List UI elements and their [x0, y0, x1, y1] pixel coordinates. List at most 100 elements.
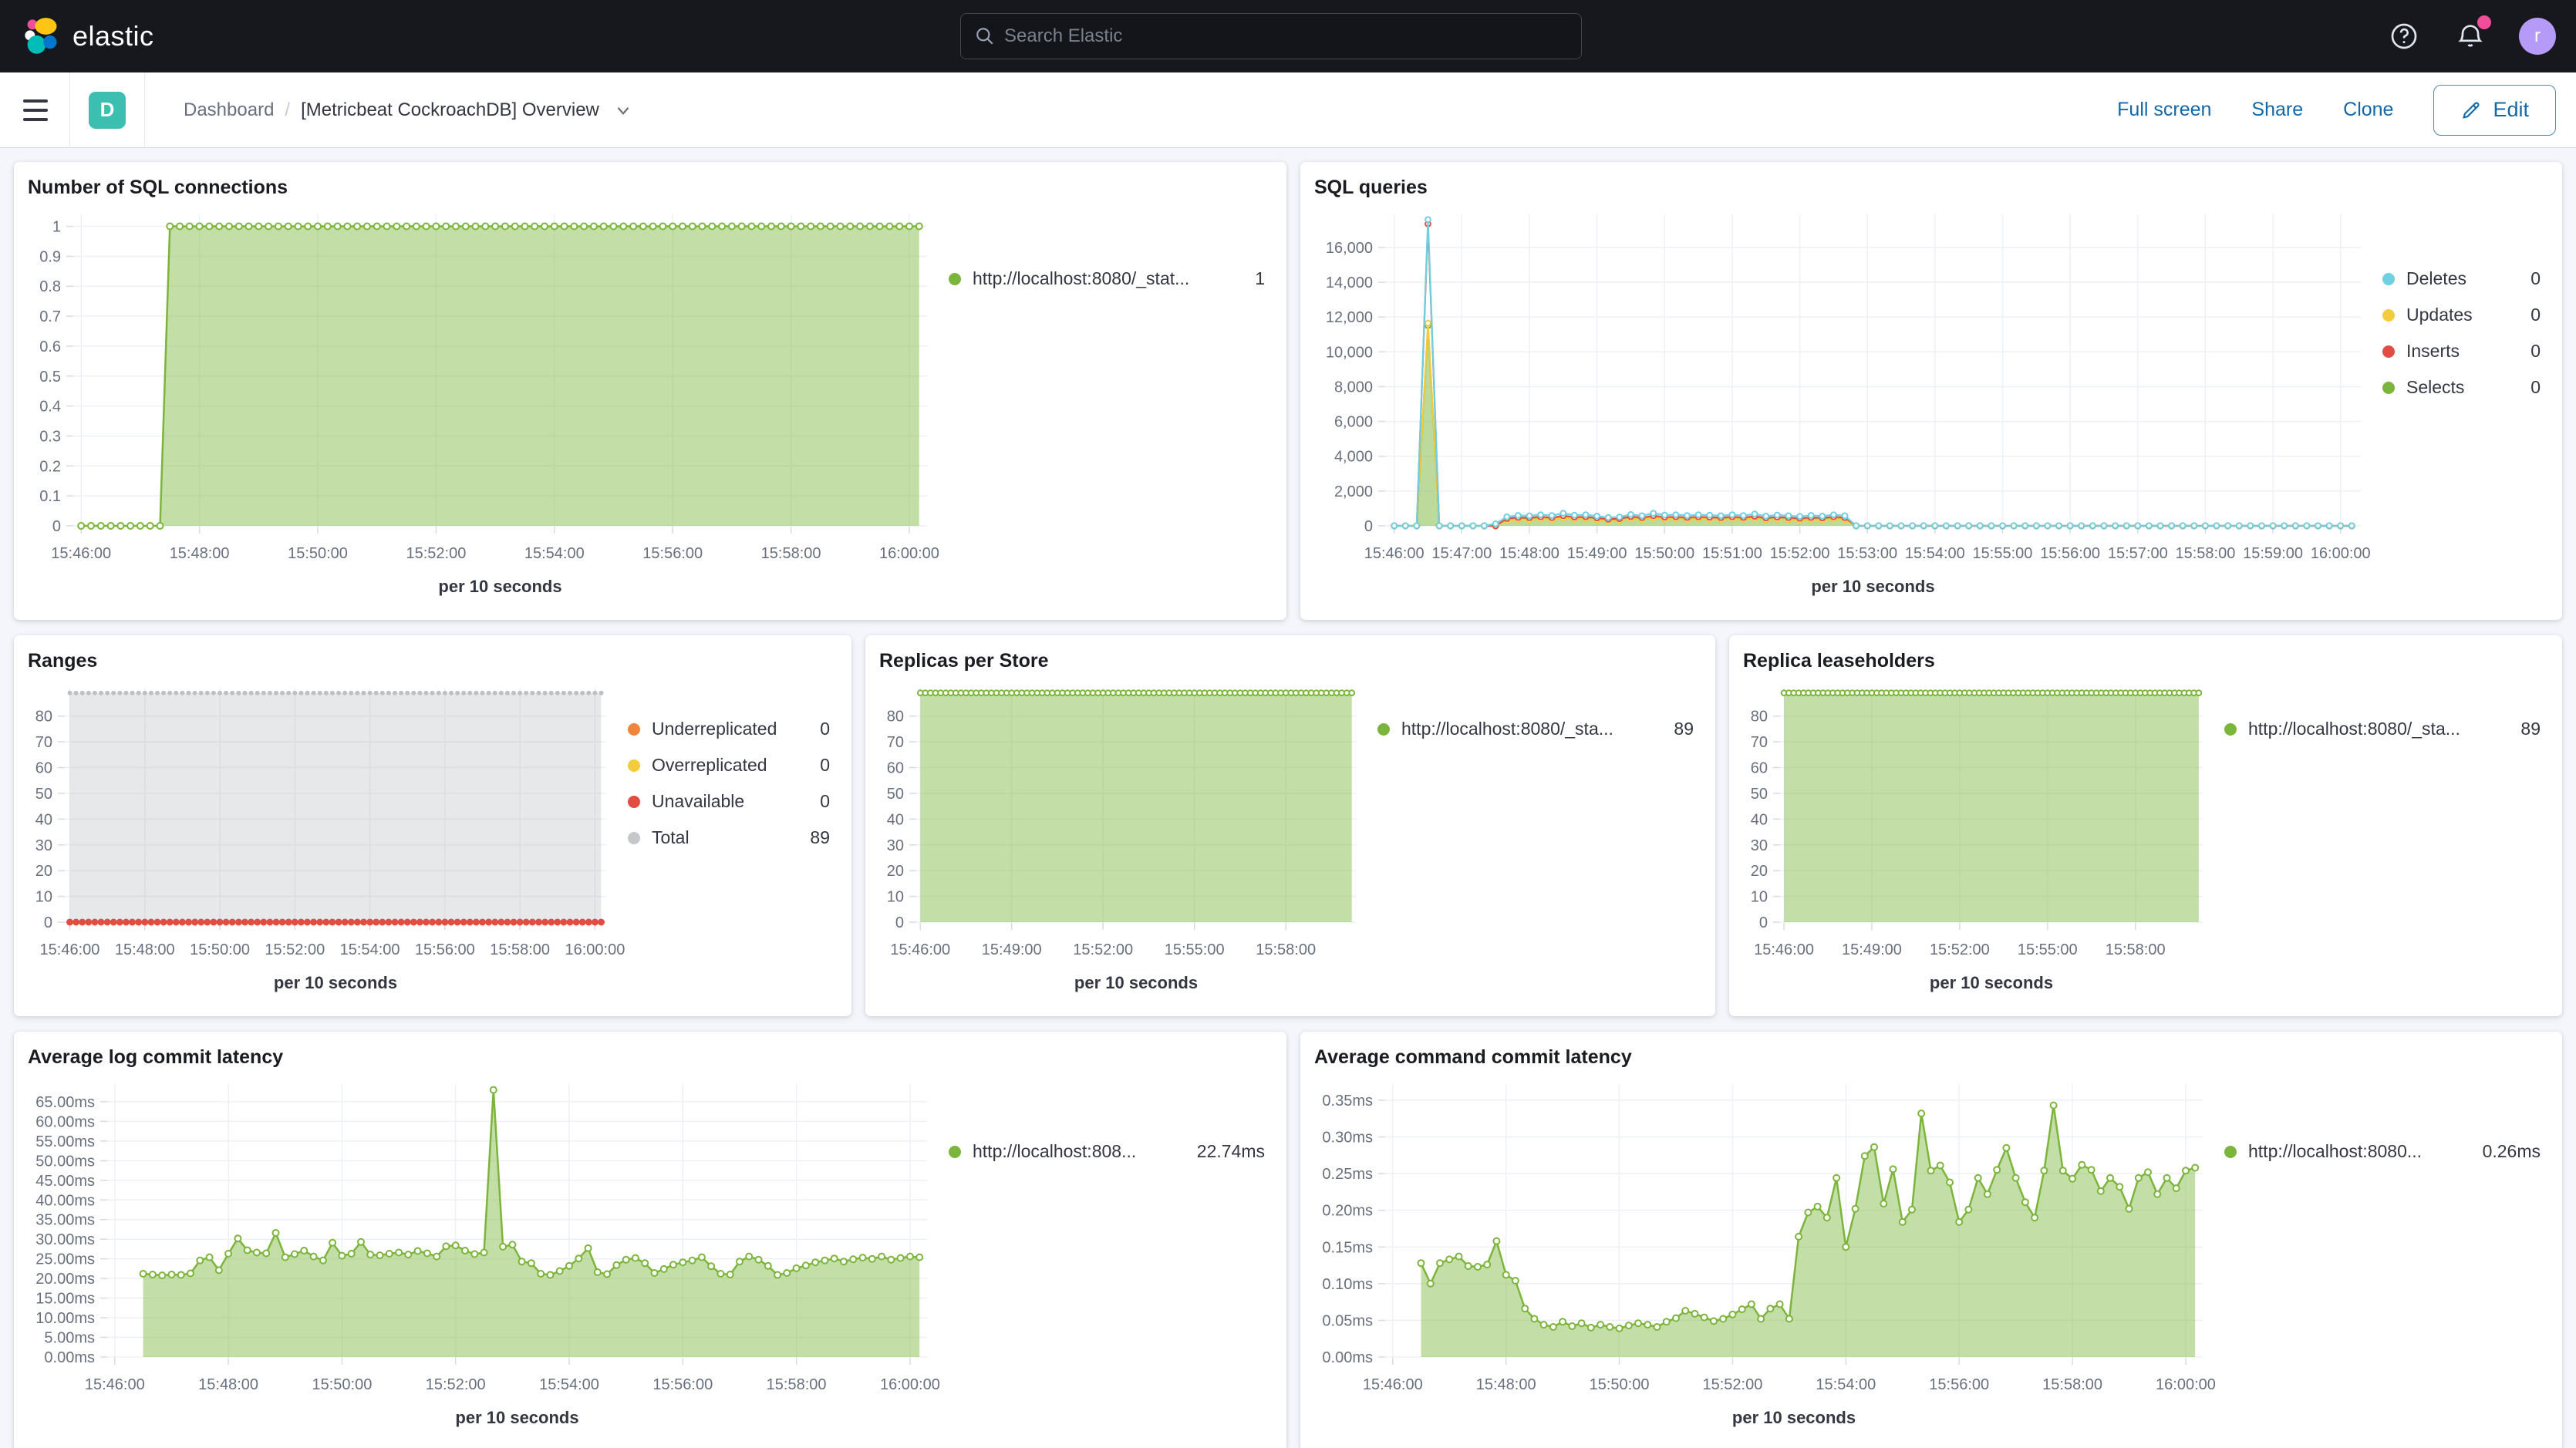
x-tick-label: 15:58:00 — [761, 545, 821, 562]
y-tick-label: 40.00ms — [35, 1192, 95, 1209]
y-tick-label: 0.9 — [39, 248, 61, 265]
x-axis-title: per 10 seconds — [1930, 973, 2053, 992]
legend-item[interactable]: http://localhost:8080/_stat...1 — [949, 268, 1265, 289]
y-tick-label: 8,000 — [1334, 379, 1373, 396]
x-tick-label: 15:56:00 — [2040, 545, 2100, 562]
x-tick-label: 15:55:00 — [2018, 941, 2078, 958]
y-tick-label: 10,000 — [1326, 344, 1373, 361]
legend-item[interactable]: Deletes0 — [2382, 268, 2541, 289]
full-screen-button[interactable]: Full screen — [2117, 99, 2211, 121]
x-tick-label: 15:48:00 — [170, 545, 230, 562]
x-tick-label: 15:50:00 — [1590, 1376, 1650, 1393]
x-tick-label: 15:47:00 — [1431, 545, 1492, 562]
chart-plot[interactable]: 02,0004,0006,0008,00010,00012,00014,0001… — [1314, 200, 2382, 604]
legend-item[interactable]: http://localhost:8080...0.26ms — [2224, 1141, 2541, 1162]
legend-value: 0 — [2530, 268, 2541, 289]
x-tick-label: 15:46:00 — [1754, 941, 1814, 958]
brand-wordmark: elastic — [72, 20, 154, 52]
y-tick-label: 5.00ms — [44, 1330, 95, 1347]
legend-swatch — [2382, 273, 2395, 285]
chart-plot[interactable]: 0.00ms0.05ms0.10ms0.15ms0.20ms0.25ms0.30… — [1314, 1070, 2224, 1436]
legend-item[interactable]: Underreplicated0 — [628, 719, 830, 739]
elastic-logo[interactable]: elastic — [22, 16, 154, 56]
legend-item[interactable]: Selects0 — [2382, 377, 2541, 398]
panel-replica-leaseholders: Replica leaseholders 0102030405060708015… — [1729, 635, 2562, 1016]
space-badge[interactable]: D — [89, 92, 126, 129]
clone-button[interactable]: Clone — [2343, 99, 2393, 121]
x-tick-label: 15:54:00 — [1905, 545, 1965, 562]
x-tick-label: 15:54:00 — [539, 1376, 599, 1393]
y-tick-label: 0.00ms — [44, 1349, 95, 1366]
x-tick-label: 15:55:00 — [1973, 545, 2033, 562]
y-tick-label: 14,000 — [1326, 274, 1373, 291]
x-tick-label: 16:00:00 — [880, 1376, 940, 1393]
chart-plot[interactable]: 0102030405060708015:46:0015:48:0015:50:0… — [28, 674, 628, 1001]
dashboard-nav: D Dashboard / [Metricbeat CockroachDB] O… — [0, 72, 2576, 148]
legend-label: http://localhost:808... — [973, 1141, 1185, 1162]
legend-swatch — [628, 796, 640, 808]
panel-sql-connections: Number of SQL connections 00.10.20.30.40… — [14, 162, 1286, 620]
y-tick-label: 10 — [887, 889, 904, 906]
chart-plot[interactable]: 0102030405060708015:46:0015:49:0015:52:0… — [1743, 674, 2224, 1001]
x-tick-label: 15:49:00 — [982, 941, 1042, 958]
y-tick-label: 40 — [1751, 811, 1768, 828]
panel-avg-command-commit-latency: Average command commit latency 0.00ms0.0… — [1300, 1032, 2562, 1448]
legend-swatch — [2382, 345, 2395, 358]
edit-button[interactable]: Edit — [2433, 85, 2556, 136]
y-tick-label: 30 — [1751, 837, 1768, 854]
legend-value: 89 — [810, 827, 830, 848]
share-button[interactable]: Share — [2251, 99, 2303, 121]
global-header: elastic r — [0, 0, 2576, 72]
legend-item[interactable]: http://localhost:8080/_sta...89 — [1377, 719, 1694, 739]
chevron-down-icon[interactable] — [613, 100, 633, 120]
y-tick-label: 30.00ms — [35, 1231, 95, 1248]
legend-item[interactable]: Overreplicated0 — [628, 755, 830, 776]
newsfeed-bell-icon[interactable] — [2453, 19, 2488, 54]
legend-item[interactable]: Total89 — [628, 827, 830, 848]
y-tick-label: 60 — [887, 760, 904, 777]
chart-plot[interactable]: 0102030405060708015:46:0015:49:0015:52:0… — [879, 674, 1377, 1001]
elastic-logo-icon — [22, 16, 62, 56]
panel-title: Replicas per Store — [879, 648, 1701, 674]
menu-icon[interactable] — [20, 97, 51, 123]
legend-label: http://localhost:8080/_sta... — [1401, 719, 1662, 739]
y-tick-label: 0 — [44, 914, 52, 931]
y-tick-label: 60.00ms — [35, 1113, 95, 1130]
y-tick-label: 6,000 — [1334, 414, 1373, 431]
x-tick-label: 15:48:00 — [1499, 545, 1559, 562]
help-icon[interactable] — [2386, 19, 2422, 54]
y-tick-label: 30 — [35, 837, 52, 854]
y-tick-label: 40 — [35, 811, 52, 828]
x-tick-label: 15:48:00 — [198, 1376, 258, 1393]
x-tick-label: 15:46:00 — [51, 545, 111, 562]
legend-item[interactable]: http://localhost:808...22.74ms — [949, 1141, 1265, 1162]
legend-item[interactable]: http://localhost:8080/_sta...89 — [2224, 719, 2541, 739]
panel-avg-log-commit-latency: Average log commit latency 0.00ms5.00ms1… — [14, 1032, 1286, 1448]
y-tick-label: 20 — [1751, 863, 1768, 880]
breadcrumb-dashboard[interactable]: Dashboard — [184, 99, 274, 121]
chart-svg: 0102030405060708015:46:0015:49:0015:52:0… — [879, 674, 1377, 1001]
search-input[interactable] — [1004, 25, 1567, 47]
x-tick-label: 16:00:00 — [565, 941, 625, 958]
y-tick-label: 80 — [1751, 709, 1768, 726]
panel-title: SQL queries — [1314, 174, 2548, 200]
y-tick-label: 0.30ms — [1322, 1130, 1373, 1147]
global-search[interactable] — [960, 13, 1582, 59]
legend-item[interactable]: Inserts0 — [2382, 341, 2541, 362]
panel-title: Average command commit latency — [1314, 1044, 2548, 1070]
legend-item[interactable]: Unavailable0 — [628, 791, 830, 812]
chart-plot[interactable]: 0.00ms5.00ms10.00ms15.00ms20.00ms25.00ms… — [28, 1070, 949, 1436]
chart-plot[interactable]: 00.10.20.30.40.50.60.70.80.9115:46:0015:… — [28, 200, 949, 604]
chart-legend: http://localhost:8080/_sta...89 — [2224, 674, 2548, 1001]
y-tick-label: 0.5 — [39, 369, 61, 386]
user-avatar[interactable]: r — [2519, 18, 2556, 55]
x-tick-label: 15:56:00 — [652, 1376, 713, 1393]
dashboard-grid: Number of SQL connections 00.10.20.30.40… — [0, 148, 2576, 1448]
y-tick-label: 0 — [52, 518, 61, 535]
x-tick-label: 15:54:00 — [340, 941, 400, 958]
x-tick-label: 15:52:00 — [426, 1376, 486, 1393]
breadcrumb: Dashboard / [Metricbeat CockroachDB] Ove… — [184, 99, 633, 121]
y-tick-label: 50 — [887, 786, 904, 803]
legend-item[interactable]: Updates0 — [2382, 305, 2541, 325]
chart-legend: http://localhost:8080/_sta...89 — [1377, 674, 1701, 1001]
